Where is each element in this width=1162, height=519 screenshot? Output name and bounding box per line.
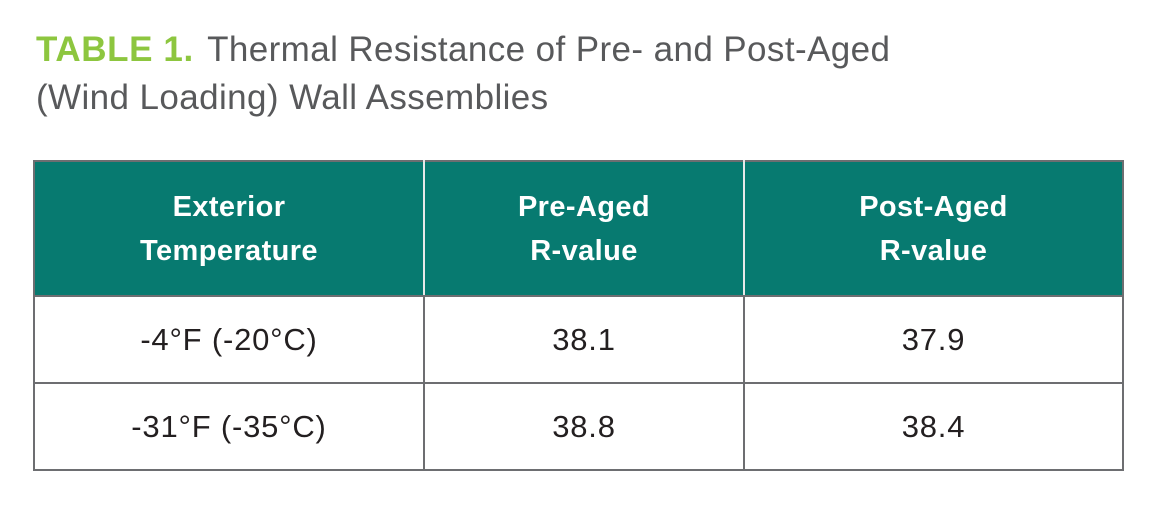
cell-exterior-temperature: -31°F (-35°C): [33, 382, 425, 471]
header-line: Exterior: [172, 190, 286, 223]
table-row: -4°F (-20°C) 38.1 37.9: [33, 295, 1124, 384]
header-line: Temperature: [140, 234, 318, 267]
cell-post-aged-r-value: 38.4: [743, 382, 1124, 471]
table-caption-line1: Thermal Resistance of Pre- and Post-Aged: [207, 30, 891, 69]
cell-pre-aged-r-value: 38.8: [423, 382, 745, 471]
col-header-pre-aged-r-value: Pre-Aged R-value: [423, 161, 744, 297]
header-line: Post-Aged: [859, 190, 1008, 223]
cell-pre-aged-r-value: 38.1: [423, 295, 745, 384]
header-line: Pre-Aged: [517, 190, 651, 223]
col-header-post-aged-r-value: Post-Aged R-value: [743, 161, 1123, 297]
header-line: R-value: [879, 234, 988, 267]
thermal-resistance-table: Exterior Temperature Pre-Aged R-value Po…: [33, 160, 1124, 471]
table-caption-line2: (Wind Loading) Wall Assemblies: [36, 78, 549, 117]
table-caption: TABLE 1. Thermal Resistance of Pre- and P…: [36, 26, 890, 122]
col-header-exterior-temperature: Exterior Temperature: [34, 161, 424, 297]
cell-exterior-temperature: -4°F (-20°C): [33, 295, 425, 384]
table-caption-label: TABLE 1.: [36, 30, 194, 69]
table-row: -31°F (-35°C) 38.8 38.4: [33, 382, 1124, 471]
cell-post-aged-r-value: 37.9: [743, 295, 1124, 384]
table-header-row: Exterior Temperature Pre-Aged R-value Po…: [34, 161, 1123, 297]
header-line: R-value: [530, 234, 638, 267]
